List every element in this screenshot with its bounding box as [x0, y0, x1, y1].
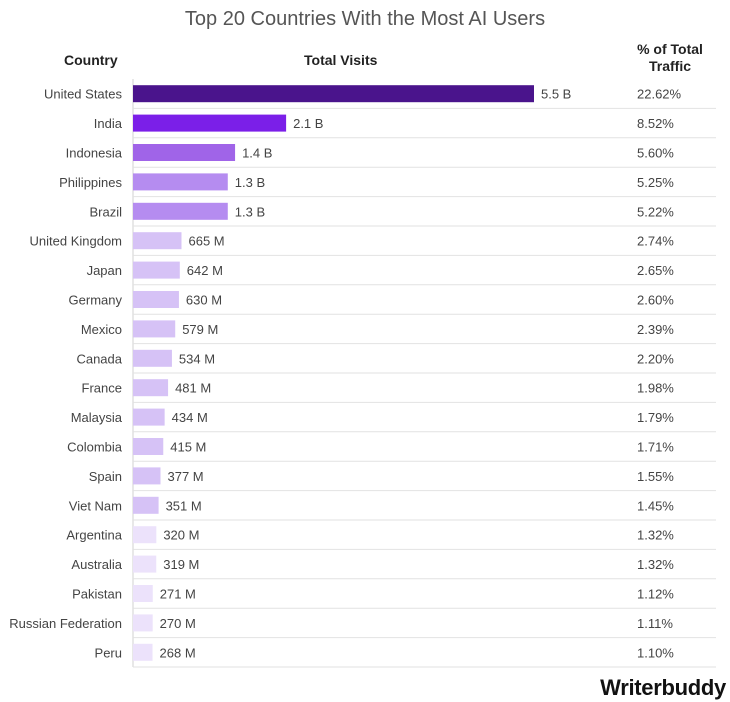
bar — [133, 408, 165, 426]
bar — [133, 173, 228, 191]
bar — [133, 291, 179, 308]
percent-label: 1.10% — [637, 645, 674, 660]
value-label: 579 M — [182, 322, 218, 337]
category-label: France — [82, 381, 122, 396]
bar — [133, 232, 182, 250]
category-label: Germany — [69, 293, 123, 308]
value-label: 665 M — [188, 234, 224, 249]
percent-label: 1.32% — [637, 528, 674, 543]
value-label: 271 M — [160, 587, 196, 602]
value-label: 319 M — [163, 557, 199, 572]
category-label: Pakistan — [72, 587, 122, 602]
writerbuddy-logo: Writerbuddy — [600, 675, 726, 700]
value-label: 1.3 B — [235, 204, 265, 219]
percent-label: 1.45% — [637, 498, 674, 513]
value-label: 630 M — [186, 293, 222, 308]
percent-label: 2.20% — [637, 351, 674, 366]
category-label: Russian Federation — [9, 616, 122, 631]
bar — [133, 526, 157, 544]
bar — [133, 261, 180, 279]
value-label: 320 M — [163, 528, 199, 543]
value-label: 351 M — [166, 498, 202, 513]
bar — [133, 349, 172, 367]
value-label: 1.4 B — [242, 146, 272, 161]
percent-label: 22.62% — [637, 87, 682, 102]
bar — [133, 496, 159, 514]
bar — [133, 144, 236, 161]
chart-title: Top 20 Countries With the Most AI Users — [184, 8, 546, 30]
percent-label: 5.25% — [637, 175, 674, 190]
bar — [133, 614, 153, 632]
percent-label: 2.65% — [637, 263, 674, 278]
bar — [133, 643, 153, 661]
category-label: Viet Nam — [69, 498, 122, 513]
value-label: 2.1 B — [293, 116, 323, 131]
category-label: Mexico — [81, 322, 122, 337]
percent-label: 2.39% — [637, 322, 674, 337]
percent-label: 1.11% — [637, 616, 673, 631]
value-label: 1.3 B — [235, 175, 265, 190]
value-label: 415 M — [170, 440, 206, 455]
value-label: 642 M — [187, 263, 223, 278]
column-header-percent-traffic: % of Total Traffic — [637, 41, 703, 74]
bar — [133, 379, 169, 397]
percent-label: 5.22% — [637, 204, 674, 219]
category-label: Malaysia — [71, 410, 123, 425]
bar — [133, 585, 153, 602]
category-label: United Kingdom — [30, 234, 123, 249]
value-label: 377 M — [167, 469, 203, 484]
value-label: 434 M — [172, 410, 208, 425]
percent-label: 1.71% — [637, 440, 674, 455]
percent-label: 1.12% — [637, 587, 674, 602]
percent-label: 1.32% — [637, 557, 674, 572]
category-label: Colombia — [67, 440, 123, 455]
bar — [133, 85, 534, 103]
category-label: Argentina — [66, 528, 122, 543]
value-label: 5.5 B — [541, 87, 571, 102]
bar — [133, 320, 176, 338]
percent-label: 8.52% — [637, 116, 674, 131]
column-header-total-visits: Total Visits — [304, 52, 378, 68]
category-label: Spain — [89, 469, 122, 484]
category-label: Brazil — [89, 204, 122, 219]
category-label: Canada — [76, 351, 122, 366]
bar — [133, 467, 161, 485]
bar — [133, 114, 287, 132]
value-label: 270 M — [160, 616, 196, 631]
value-label: 534 M — [179, 351, 215, 366]
category-label: Philippines — [59, 175, 122, 190]
percent-label: 1.55% — [637, 469, 674, 484]
column-header-country: Country — [64, 52, 118, 68]
category-label: India — [94, 116, 123, 131]
percent-label: 2.74% — [637, 234, 674, 249]
percent-label: 1.79% — [637, 410, 674, 425]
bar — [133, 555, 157, 573]
value-label: 481 M — [175, 381, 211, 396]
category-label: Indonesia — [66, 146, 123, 161]
value-label: 268 M — [160, 645, 196, 660]
category-label: Japan — [87, 263, 122, 278]
category-label: Peru — [95, 645, 122, 660]
percent-label: 5.60% — [637, 146, 674, 161]
category-label: United States — [44, 87, 123, 102]
category-label: Australia — [71, 557, 122, 572]
bar — [133, 202, 228, 220]
percent-label: 2.60% — [637, 293, 674, 308]
bar — [133, 438, 164, 455]
percent-label: 1.98% — [637, 381, 674, 396]
